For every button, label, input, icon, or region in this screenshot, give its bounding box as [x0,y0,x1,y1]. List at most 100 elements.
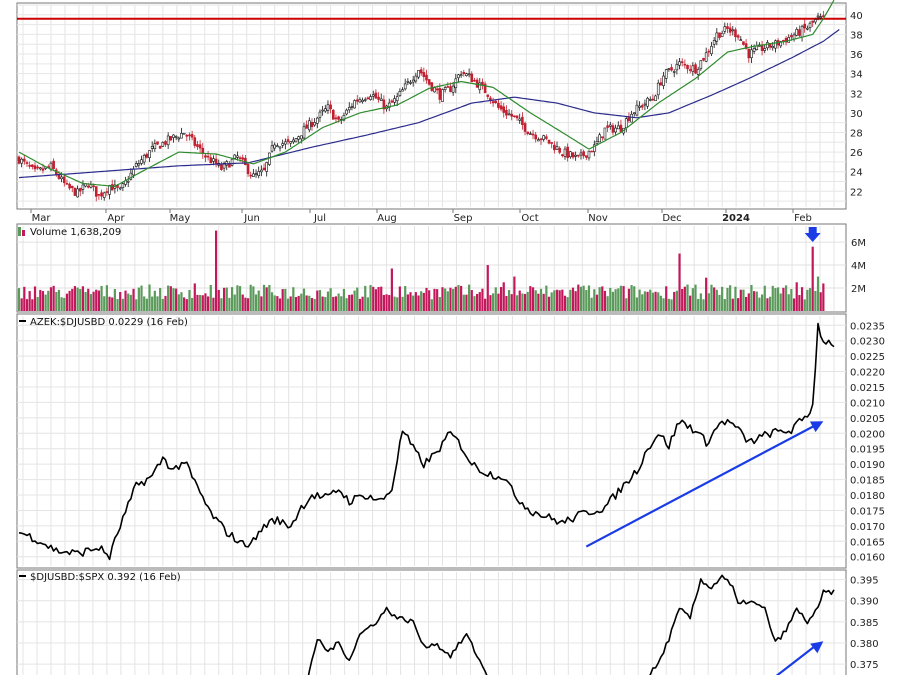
candle-body [308,120,311,131]
volume-bar [140,285,143,311]
volume-bar [316,290,319,311]
candle-body [204,155,207,158]
volume-bar [521,293,524,311]
candle-body [323,108,327,112]
candle-body [491,101,495,104]
ratio1-tick-label: 0.0235 [850,321,885,332]
candle-body [502,106,506,113]
candle-body [369,96,372,100]
volume-bar [185,299,188,311]
candle-body [252,173,255,177]
volume-bar [321,296,324,311]
ratio2-tick-label: 0.385 [850,618,879,629]
candle-body [108,185,111,195]
volume-bar [105,285,108,311]
volume-bar [103,296,106,311]
candle-body [806,27,809,30]
volume-bar [428,290,431,311]
candle-body [193,137,197,146]
volume-bar [795,282,798,311]
volume-bar [145,298,148,311]
volume-bar [39,289,42,311]
candle-body [65,182,69,185]
volume-bar [547,296,551,311]
volume-bar [254,294,258,311]
volume-bar [811,246,814,311]
volume-bar [566,297,569,311]
candle-body [73,187,77,196]
volume-bar [726,287,729,311]
volume-title-text: Volume 1,638,209 [30,227,121,238]
candle-body [704,52,708,62]
volume-bar [260,296,263,311]
candle-body [31,164,34,167]
candle-body [166,135,170,146]
volume-bar [574,291,577,311]
volume-bar [380,286,383,311]
volume-bar [305,295,308,311]
volume-bar [771,285,774,311]
volume-bar [465,294,468,311]
volume-bar [484,298,487,311]
candle-body [441,89,444,102]
volume-bar [265,287,268,311]
candle-body [198,144,202,149]
volume-bar [627,288,631,311]
candle-body [686,64,689,70]
candle-body [579,152,583,156]
volume-bar [697,298,700,311]
volume-bar [412,295,415,311]
volume-bar [228,297,231,311]
volume-bar [324,297,327,311]
volume-bar [121,298,124,311]
month-label: Sep [454,213,473,224]
volume-bar [425,287,428,311]
volume-bar [353,290,356,311]
candle-body [276,145,279,148]
ratio1-title-text: AZEK:$DJUSBD 0.0229 (16 Feb) [30,317,188,328]
candle-body [398,91,402,96]
volume-bar [468,284,471,311]
candle-body [790,35,793,38]
price-tick-label: 34 [850,70,863,81]
volume-bar [705,277,708,311]
volume-bar [193,283,196,311]
volume-bar [806,289,809,311]
candle-body [70,185,74,189]
candle-body [366,97,370,100]
volume-bar [361,296,364,311]
volume-bar [630,285,633,311]
candle-body [710,45,713,55]
candle-body [265,162,268,172]
candle-body [531,133,535,136]
volume-bar [124,290,127,311]
candle-body [683,63,687,66]
volume-bar [737,298,740,311]
volume-bar [113,289,116,311]
candle-body [39,167,42,170]
volume-bar [659,295,662,311]
candle-body [427,79,431,85]
volume-bar [36,297,39,311]
ratio1-trend-arrow-head [809,421,824,433]
candle-body [590,150,593,153]
price-tick-label: 30 [850,109,863,120]
candle-body [691,65,695,72]
candle-body [334,117,338,120]
candle-body [305,124,308,129]
volume-bar [638,289,641,311]
candle-body [220,164,223,170]
volume-bar [297,295,300,311]
volume-bar [452,288,455,311]
candle-body [379,98,383,101]
volume-bar [601,286,604,311]
volume-bar [491,293,495,311]
candle-body [497,102,500,108]
candle-body [577,154,580,157]
candle-body [419,69,423,74]
ratio1-tick-label: 0.0190 [850,460,885,471]
candle-body [475,79,479,88]
volume-bar [675,290,678,311]
month-label: Feb [794,213,812,224]
